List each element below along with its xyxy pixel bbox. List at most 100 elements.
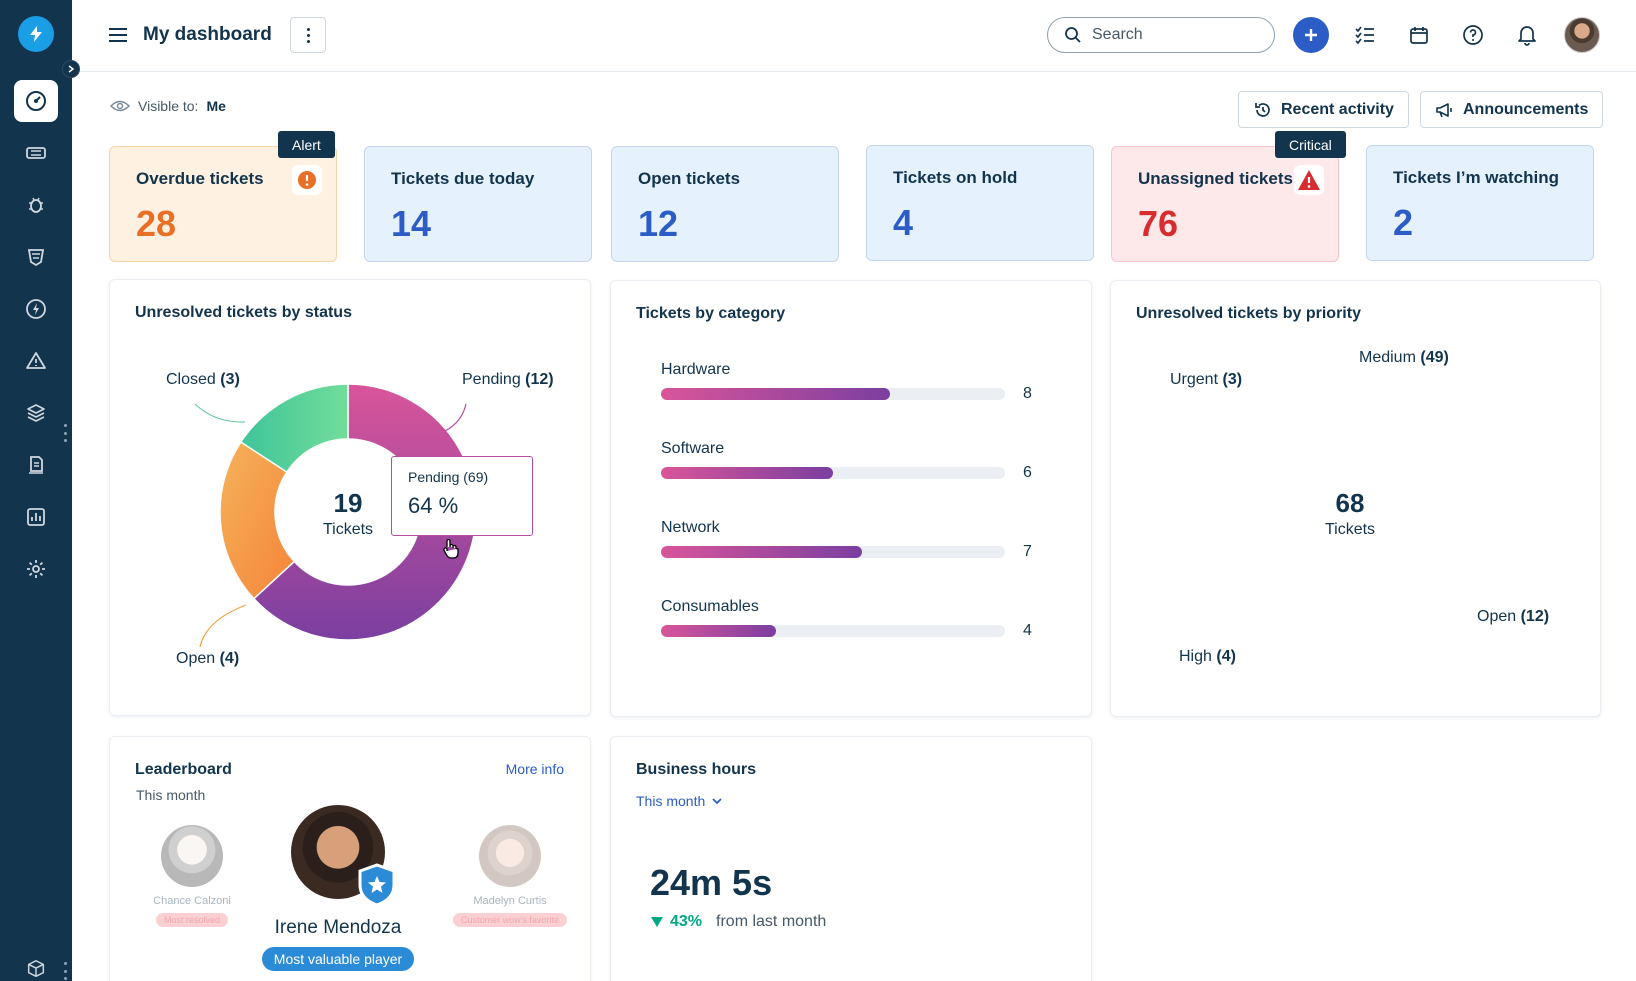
- alert-badge: [292, 165, 322, 195]
- category-bar-track: [661, 546, 1005, 558]
- category-bar-row[interactable]: Software 6: [661, 440, 1041, 500]
- business-hours-card: Business hours This month 24m 5s 43% fro…: [610, 736, 1092, 981]
- eye-icon: [110, 100, 130, 112]
- leaderboard-third[interactable]: Madelyn Curtis Customer wow’s favorite: [440, 825, 580, 928]
- leaderboard-badge: Customer wow’s favorite: [453, 913, 567, 927]
- category-bar[interactable]: [661, 388, 891, 400]
- sidebar-item-apps[interactable]: [14, 956, 58, 981]
- priority-chart-card: Unresolved tickets by priority: [1110, 280, 1601, 717]
- app-logo[interactable]: [18, 16, 54, 52]
- high-label: High (4): [1179, 648, 1236, 665]
- create-new-button[interactable]: [1293, 17, 1329, 53]
- search-input[interactable]: Search: [1047, 17, 1275, 53]
- recent-activity-button[interactable]: Recent activity: [1238, 91, 1409, 128]
- sidebar-item-problems[interactable]: [14, 184, 58, 226]
- sidebar-item-analytics[interactable]: [14, 496, 58, 538]
- category-bar-track: [661, 625, 1005, 637]
- kpi-label: Tickets on hold: [893, 168, 1018, 187]
- sidebar-item-solutions[interactable]: [14, 444, 58, 486]
- warning-triangle-icon: [1298, 170, 1320, 190]
- notifications-button[interactable]: [1509, 17, 1545, 53]
- cube-icon: [27, 959, 45, 978]
- open-priority-label: Open (12): [1477, 608, 1550, 625]
- top-header: My dashboard Search: [72, 0, 1636, 72]
- priority-donut-center: 68 Tickets: [1290, 488, 1410, 539]
- help-button[interactable]: [1455, 17, 1491, 53]
- category-bar[interactable]: [661, 625, 776, 637]
- kpi-label: Unassigned tickets: [1138, 169, 1293, 188]
- category-name: Network: [661, 519, 720, 536]
- megaphone-icon: [1436, 102, 1452, 117]
- checklist-icon: [1355, 26, 1374, 45]
- category-bar[interactable]: [661, 546, 862, 558]
- sidebar-item-alerts[interactable]: [14, 340, 58, 382]
- more-info-link[interactable]: More info: [505, 761, 564, 777]
- gauge-icon: [26, 91, 46, 111]
- kpi-label: Tickets due today: [391, 169, 535, 188]
- sidebar-more-dots[interactable]: [63, 424, 67, 442]
- card-title: Tickets by category: [636, 305, 786, 322]
- kpi-open-tickets[interactable]: Open tickets 12: [611, 146, 839, 262]
- user-avatar[interactable]: [1564, 17, 1600, 53]
- lightning-circle-icon: [26, 299, 46, 319]
- donut-slice-closed[interactable]: [239, 383, 349, 474]
- kpi-tickets-watching[interactable]: Tickets I’m watching 2: [1366, 145, 1594, 261]
- category-bar-row[interactable]: Hardware 8: [661, 361, 1041, 421]
- bolt-icon: [30, 26, 42, 42]
- leaderboard-second[interactable]: Chance Calzoni Most resolved: [132, 825, 252, 928]
- sidebar-item-assets[interactable]: [14, 392, 58, 434]
- category-bar-row[interactable]: Network 7: [661, 519, 1041, 579]
- card-title: Leaderboard: [135, 761, 232, 778]
- kpi-unassigned-tickets[interactable]: Unassigned tickets 76: [1111, 146, 1339, 262]
- kpi-value: 76: [1138, 203, 1179, 244]
- alert-tag: Alert: [278, 131, 335, 158]
- category-chart-card: Tickets by category Hardware 8 Software 6 Ne…: [610, 280, 1092, 717]
- calendar-button[interactable]: [1401, 17, 1437, 53]
- star-shield-icon: [358, 863, 396, 907]
- open-label: Open (4): [176, 650, 240, 667]
- kpi-value: 14: [391, 203, 432, 244]
- sidebar-expand-button[interactable]: [62, 60, 80, 78]
- status-total: 19: [333, 488, 363, 518]
- category-bar[interactable]: [661, 467, 833, 479]
- kpi-label: Tickets I’m watching: [1393, 168, 1559, 187]
- help-icon: [1463, 25, 1483, 45]
- tooltip-value: 64 %: [408, 493, 459, 518]
- todo-button[interactable]: [1347, 17, 1383, 53]
- sidebar-item-releases[interactable]: [14, 288, 58, 330]
- more-options-button[interactable]: [290, 17, 326, 53]
- visibility-label: Visible to:: [138, 98, 199, 114]
- warning-icon: [26, 352, 46, 369]
- kpi-tickets-due-today[interactable]: Tickets due today 14: [364, 146, 592, 262]
- card-title: Unresolved tickets by priority: [1136, 305, 1361, 322]
- sidebar-item-dashboard[interactable]: [14, 80, 58, 122]
- bug-icon: [29, 197, 43, 213]
- sidebar-more-dots-bottom[interactable]: [63, 962, 67, 980]
- closed-label: Closed (3): [166, 371, 240, 388]
- kpi-value: 4: [893, 202, 914, 243]
- leaderboard-winner[interactable]: Irene Mendoza Most valuable player: [238, 805, 438, 971]
- menu-icon[interactable]: [108, 26, 128, 44]
- critical-badge: [1294, 165, 1324, 195]
- bell-icon: [1518, 26, 1536, 46]
- leaderboard-period: This month: [136, 787, 206, 803]
- urgent-label: Urgent (3): [1170, 371, 1243, 388]
- category-bar-row[interactable]: Consumables 4: [661, 598, 1041, 658]
- period-dropdown[interactable]: This month: [636, 793, 723, 809]
- search-icon: [1065, 27, 1081, 43]
- priority-unit: Tickets: [1324, 521, 1376, 538]
- pending-label: Pending (12): [462, 371, 554, 388]
- chevron-right-icon: [68, 65, 75, 73]
- card-title: Business hours: [636, 761, 757, 778]
- sidebar-item-changes[interactable]: [14, 236, 58, 278]
- sidebar-item-admin[interactable]: [14, 548, 58, 590]
- avatar: [479, 825, 541, 887]
- business-hours-delta: 43% from last month: [650, 913, 826, 931]
- sidebar-item-tickets[interactable]: [14, 132, 58, 174]
- period-label: This month: [636, 793, 706, 809]
- kpi-overdue-tickets[interactable]: Overdue tickets 28: [109, 146, 337, 262]
- gear-icon: [27, 560, 45, 578]
- announcements-button[interactable]: Announcements: [1420, 91, 1604, 128]
- kpi-tickets-on-hold[interactable]: Tickets on hold 4: [866, 145, 1094, 261]
- sidebar: [0, 0, 80, 981]
